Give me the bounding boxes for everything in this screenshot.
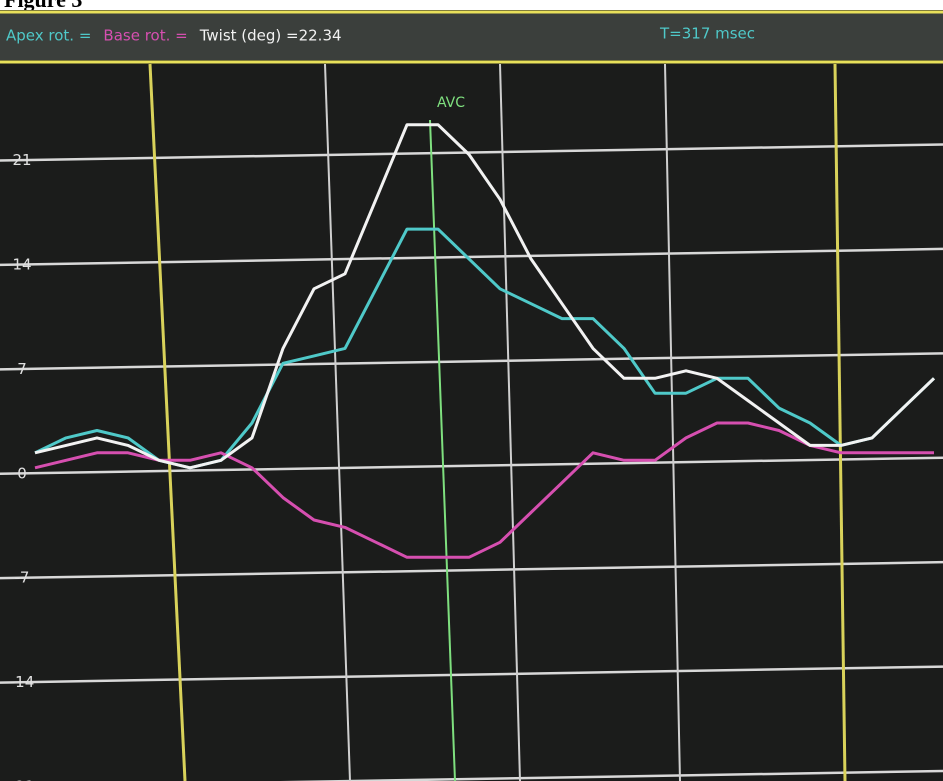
y-tick-label: -7 [15,569,30,587]
y-tick-label: -14 [10,673,35,691]
chart: Figure 3 T=317 msec Apex rot. =Base rot.… [0,0,943,781]
legend-entry: Apex rot. = [6,27,91,45]
y-tick-label: 0 [17,464,27,482]
y-tick-label: 21 [12,151,31,169]
y-tick-label: 14 [12,255,31,273]
legend-entry: Base rot. = [103,27,187,45]
y-tick-label: 7 [17,360,27,378]
screen [0,10,943,781]
avc-label: AVC [437,95,465,111]
legend-entry: Twist (deg) =22.34 [199,27,342,45]
y-tick-label: -21 [10,778,35,781]
time-readout: T=317 msec [659,25,755,43]
